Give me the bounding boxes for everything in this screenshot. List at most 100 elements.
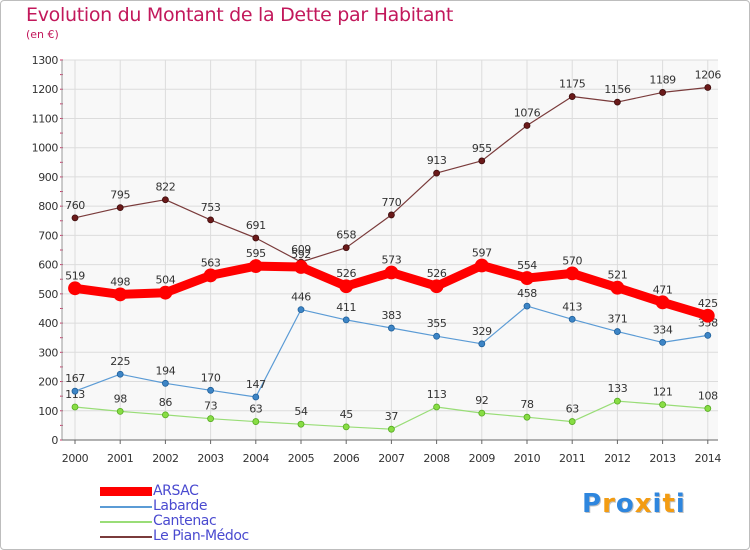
data-point-arsac xyxy=(474,258,489,273)
x-tick-label: 2001 xyxy=(107,452,133,465)
data-label-arsac: 573 xyxy=(382,254,402,267)
data-point-le-pian-m-doc xyxy=(568,93,576,100)
data-label-cantenac: 73 xyxy=(204,400,218,413)
x-tick-label: 2003 xyxy=(197,452,224,465)
data-point-arsac xyxy=(565,266,580,281)
legend-swatch-labarde xyxy=(100,505,152,508)
data-point-cantenac xyxy=(252,418,260,425)
legend-item-cantenac: Cantenac xyxy=(100,514,249,529)
x-tick-label: 2011 xyxy=(559,452,585,465)
logo-letter: i xyxy=(675,489,686,519)
data-point-labarde xyxy=(116,370,124,378)
data-label-labarde: 225 xyxy=(110,355,130,368)
data-label-le-pian-m-doc: 609 xyxy=(291,243,311,256)
y-tick-label: 100 xyxy=(38,405,58,418)
data-label-le-pian-m-doc: 753 xyxy=(201,201,221,214)
data-label-le-pian-m-doc: 1189 xyxy=(649,73,676,86)
data-point-le-pian-m-doc xyxy=(614,98,621,106)
data-label-cantenac: 98 xyxy=(114,392,128,405)
data-point-labarde xyxy=(568,315,576,323)
legend-swatch-cantenac xyxy=(100,520,152,523)
data-point-arsac xyxy=(655,295,670,310)
data-point-labarde xyxy=(523,302,531,310)
x-tick-label: 2000 xyxy=(62,452,89,465)
x-tick-label: 2005 xyxy=(288,452,315,465)
data-point-labarde xyxy=(161,379,169,387)
data-label-cantenac: 63 xyxy=(566,403,580,416)
legend-item-arsac: ARSAC xyxy=(100,484,249,499)
data-point-le-pian-m-doc xyxy=(523,122,531,129)
data-label-labarde: 411 xyxy=(336,301,356,314)
data-label-le-pian-m-doc: 955 xyxy=(472,142,492,155)
data-label-arsac: 570 xyxy=(562,254,582,267)
x-tick-label: 2002 xyxy=(152,452,178,465)
data-point-le-pian-m-doc xyxy=(704,84,712,91)
legend-swatch-arsac xyxy=(100,487,152,496)
y-tick-label: 1200 xyxy=(32,83,59,96)
data-label-le-pian-m-doc: 1206 xyxy=(695,68,722,81)
data-label-arsac: 526 xyxy=(427,267,447,280)
data-label-arsac: 554 xyxy=(517,259,537,272)
x-tick-label: 2013 xyxy=(649,452,676,465)
data-label-cantenac: 121 xyxy=(653,386,673,399)
logo-letter: o xyxy=(615,489,635,519)
data-point-le-pian-m-doc xyxy=(161,196,169,204)
data-label-arsac: 597 xyxy=(472,246,492,259)
data-label-labarde: 458 xyxy=(517,287,537,300)
data-label-labarde: 170 xyxy=(201,371,221,384)
data-point-cantenac xyxy=(71,403,79,411)
chart-unit-label: (en €) xyxy=(26,28,59,41)
data-label-cantenac: 108 xyxy=(698,389,718,402)
proxiti-logo: Proxiti xyxy=(582,489,686,519)
data-label-cantenac: 92 xyxy=(475,394,488,407)
data-point-cantenac xyxy=(297,420,305,428)
y-tick-label: 700 xyxy=(38,229,58,242)
data-label-labarde: 147 xyxy=(246,378,266,391)
data-point-cantenac xyxy=(704,405,712,412)
data-point-cantenac xyxy=(614,397,621,405)
data-label-arsac: 592 xyxy=(291,248,311,261)
data-label-arsac: 521 xyxy=(608,269,628,282)
data-label-labarde: 329 xyxy=(472,325,492,338)
data-point-cantenac xyxy=(433,403,441,411)
data-label-cantenac: 133 xyxy=(608,382,628,395)
data-point-cantenac xyxy=(342,423,350,431)
logo-letter: i xyxy=(652,489,663,519)
data-point-cantenac xyxy=(478,409,486,417)
data-point-labarde xyxy=(614,328,621,335)
data-point-le-pian-m-doc xyxy=(659,89,666,96)
x-tick-label: 2006 xyxy=(333,452,360,465)
data-point-arsac xyxy=(339,279,354,294)
data-label-arsac: 498 xyxy=(110,275,130,288)
data-label-cantenac: 63 xyxy=(249,403,263,416)
data-label-labarde: 371 xyxy=(608,313,628,326)
data-label-cantenac: 37 xyxy=(385,410,399,423)
data-label-arsac: 504 xyxy=(156,274,176,287)
legend-item-le-pian-m-doc: Le Pian-Médoc xyxy=(100,529,249,544)
data-point-arsac xyxy=(113,287,128,302)
logo-letter: P xyxy=(582,489,603,519)
data-point-labarde xyxy=(207,386,215,394)
data-point-le-pian-m-doc xyxy=(116,204,124,212)
legend-item-labarde: Labarde xyxy=(100,499,249,514)
data-point-arsac xyxy=(384,265,399,280)
data-label-le-pian-m-doc: 1076 xyxy=(514,106,541,119)
data-point-le-pian-m-doc xyxy=(387,211,395,219)
x-tick-label: 2014 xyxy=(695,452,722,465)
data-label-arsac: 563 xyxy=(201,256,221,269)
data-point-le-pian-m-doc xyxy=(433,169,441,177)
y-tick-label: 1300 xyxy=(32,54,59,67)
data-label-le-pian-m-doc: 822 xyxy=(156,181,176,194)
data-label-le-pian-m-doc: 691 xyxy=(246,219,266,232)
plot-area xyxy=(62,60,718,440)
data-point-labarde xyxy=(659,338,666,346)
data-point-cantenac xyxy=(523,413,531,421)
data-label-labarde: 383 xyxy=(382,309,402,322)
data-point-labarde xyxy=(433,332,441,340)
data-label-cantenac: 113 xyxy=(427,388,447,401)
data-label-arsac: 471 xyxy=(653,283,673,296)
data-point-arsac xyxy=(520,271,534,285)
y-tick-label: 900 xyxy=(38,171,58,184)
data-label-cantenac: 45 xyxy=(340,408,354,421)
